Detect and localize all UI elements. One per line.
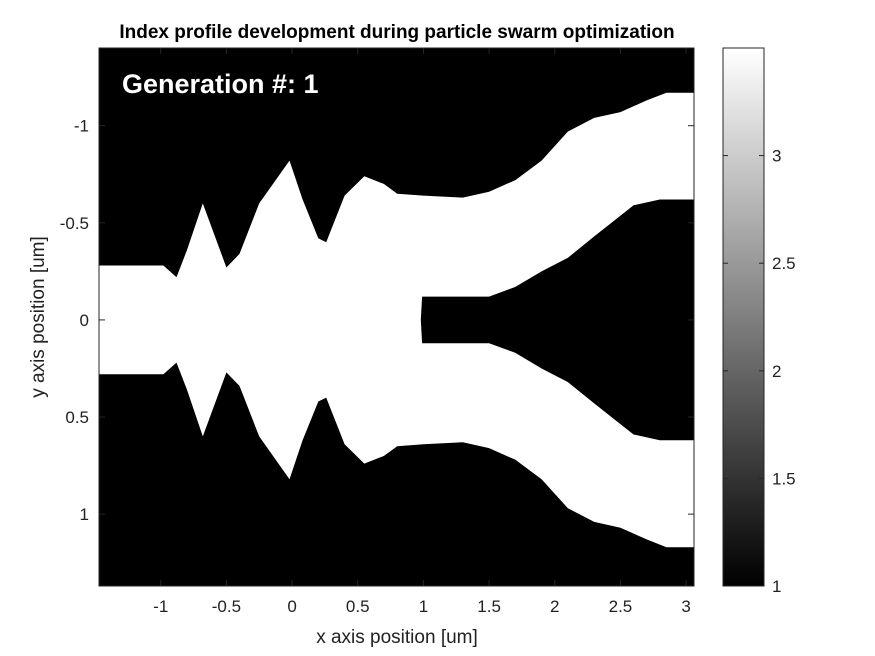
waveguide-split-gap <box>420 199 694 441</box>
colorbar-ticks: 1 1.5 2 2.5 3 <box>723 147 796 596</box>
colorbar-tick-label: 1 <box>772 577 781 596</box>
x-tick-label: 3 <box>681 597 690 616</box>
colorbar-gradient <box>722 47 765 587</box>
plot-frame <box>98 47 695 587</box>
x-tick-label: -0.5 <box>212 597 241 616</box>
waveguide-core <box>99 92 694 548</box>
x-tick-label: 0.5 <box>346 597 370 616</box>
colorbar-tick-label: 2 <box>772 362 781 381</box>
y-tick-label: 0 <box>80 311 89 330</box>
chart-title: Index profile development during particl… <box>119 22 674 43</box>
x-tick-label: 1 <box>419 597 428 616</box>
y-axis: -1 -0.5 0 0.5 1 <box>60 117 694 524</box>
x-tick-label: 1.5 <box>477 597 501 616</box>
y-axis-label: y axis position [um] <box>28 236 49 398</box>
y-tick-label: -0.5 <box>60 214 89 233</box>
x-tick-label: -1 <box>153 597 168 616</box>
x-axis-label: x axis position [um] <box>316 627 478 648</box>
colorbar: 1 1.5 2 2.5 3 <box>722 47 796 596</box>
y-tick-label: 0.5 <box>65 408 89 427</box>
colorbar-tick-label: 1.5 <box>772 469 796 488</box>
colorbar-tick-label: 3 <box>772 147 781 166</box>
generation-annotation: Generation #: 1 <box>122 69 319 99</box>
plot-area <box>98 47 695 587</box>
x-tick-label: 2.5 <box>609 597 633 616</box>
x-tick-label: 0 <box>287 597 296 616</box>
y-tick-label: -1 <box>74 117 89 136</box>
colorbar-tick-label: 2.5 <box>772 254 796 273</box>
x-tick-label: 2 <box>550 597 559 616</box>
y-tick-label: 1 <box>80 505 89 524</box>
x-axis: -1 -0.5 0 0.5 1 1.5 2 2.5 3 <box>153 48 691 616</box>
